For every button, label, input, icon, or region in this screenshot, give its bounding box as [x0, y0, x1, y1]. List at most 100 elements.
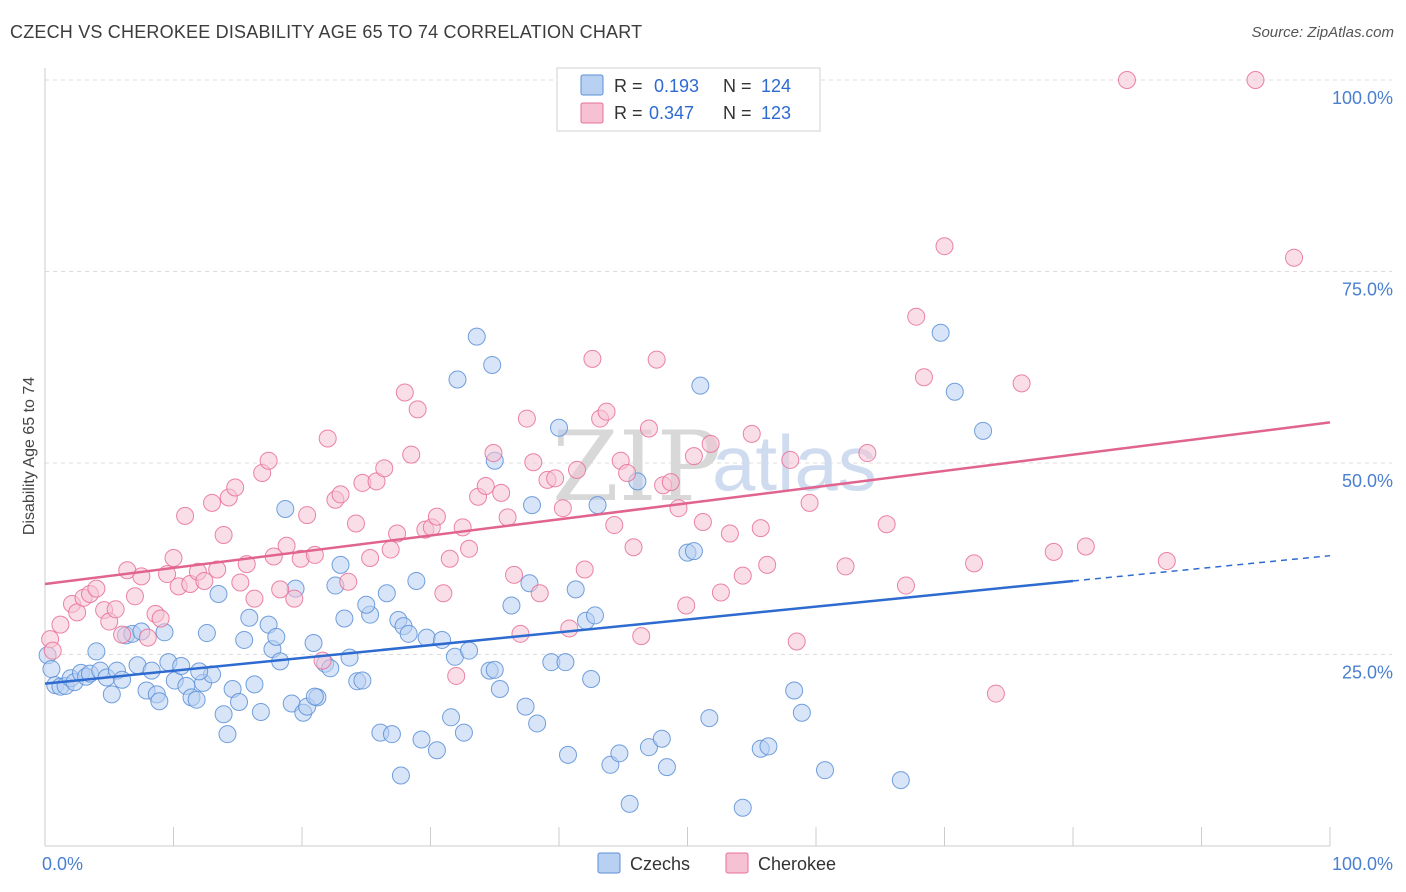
cherokee-point	[647, 350, 666, 369]
correlation-legend: R = 0.193 N = 124 R = 0.347 N = 123	[556, 67, 821, 132]
cherokee-point	[693, 512, 712, 531]
czech-point	[197, 624, 216, 643]
cherokee-point	[447, 666, 466, 685]
czech-point	[556, 653, 575, 672]
czech-point	[639, 738, 658, 757]
cherokee-point	[51, 615, 70, 634]
cherokee-point	[259, 451, 278, 470]
y-axis-title: Disability Age 65 to 74	[21, 377, 38, 535]
czech-point	[87, 642, 106, 661]
legend-r-label-czech: R =	[614, 76, 643, 96]
cherokee-point	[214, 526, 233, 545]
legend-swatch-cherokee	[580, 102, 604, 124]
czech-point	[566, 580, 585, 599]
czech-trend-extension	[1072, 554, 1331, 582]
cherokee-point	[1157, 552, 1176, 571]
czech-point	[240, 608, 259, 627]
series-legend: Czechs Cherokee	[597, 852, 836, 874]
x-tick-max: 100.0%	[1332, 854, 1393, 874]
czech-point	[657, 758, 676, 777]
cherokee-point	[460, 539, 479, 558]
cherokee-point	[203, 493, 222, 512]
cherokee-point	[639, 419, 658, 438]
cherokee-point	[226, 478, 245, 497]
czech-point	[733, 798, 752, 817]
cherokee-point	[208, 560, 227, 579]
cherokee-point	[125, 587, 144, 606]
cherokee-point	[701, 434, 720, 453]
czech-point	[235, 630, 254, 649]
czech-point	[448, 370, 467, 389]
cherokee-point	[553, 499, 572, 518]
czech-point	[412, 730, 431, 749]
czech-point	[427, 741, 446, 760]
cherokee-point	[408, 400, 427, 419]
czech-point	[483, 355, 502, 374]
czech-point	[691, 376, 710, 395]
czech-point	[391, 766, 410, 785]
czech-point	[620, 794, 639, 813]
czech-point	[558, 745, 577, 764]
czech-point	[305, 687, 324, 706]
czech-point	[113, 670, 132, 689]
cherokee-point	[758, 555, 777, 574]
cherokee-point	[624, 538, 643, 557]
cherokee-point	[434, 584, 453, 603]
bottom-swatch-cherokee	[725, 852, 749, 874]
czech-point	[209, 584, 228, 603]
cherokee-point	[711, 583, 730, 602]
trend-lines	[44, 421, 1331, 685]
czech-point	[335, 609, 354, 628]
cherokee-points	[41, 71, 1304, 703]
y-tick-label: 25.0%	[1342, 663, 1393, 683]
czech-point	[304, 634, 323, 653]
y-tick-label: 100.0%	[1332, 88, 1393, 108]
czech-point	[142, 661, 161, 680]
cherokee-point	[106, 600, 125, 619]
czech-point	[417, 628, 436, 647]
legend-n-label-cherokee: N =	[723, 103, 752, 123]
czech-point	[652, 729, 671, 748]
czech-point	[187, 690, 206, 709]
czech-point	[245, 675, 264, 694]
czech-point	[377, 584, 396, 603]
czech-point	[382, 725, 401, 744]
cherokee-point	[195, 571, 214, 590]
cherokee-point	[1285, 248, 1304, 267]
bottom-label-czechs: Czechs	[630, 854, 690, 874]
cherokee-point	[1246, 71, 1265, 89]
cherokee-point	[965, 554, 984, 573]
cherokee-point	[492, 483, 511, 502]
czech-point	[331, 555, 350, 574]
czech-point	[485, 660, 504, 679]
cherokee-point	[733, 566, 752, 585]
cherokee-point	[605, 516, 624, 535]
czech-point	[42, 660, 61, 679]
cherokee-point	[877, 515, 896, 534]
czech-point	[433, 630, 452, 649]
czech-trend-line	[44, 579, 1074, 685]
czech-point	[172, 656, 191, 675]
legend-n-value-cherokee: 123	[761, 103, 791, 123]
cherokee-point	[505, 565, 524, 584]
cherokee-point	[684, 447, 703, 466]
cherokee-point	[361, 548, 380, 567]
cherokee-point	[751, 519, 770, 538]
cherokee-point	[742, 424, 761, 443]
cherokee-point	[43, 641, 62, 660]
cherokee-point	[113, 625, 132, 644]
cherokee-point	[858, 444, 877, 463]
cherokee-point	[245, 589, 264, 608]
czech-point	[523, 496, 542, 515]
cherokee-point	[546, 469, 565, 488]
czech-point	[945, 382, 964, 401]
czech-point	[792, 703, 811, 722]
cherokee-point	[511, 624, 530, 643]
bottom-swatch-czechs	[597, 852, 621, 874]
czech-point	[974, 421, 993, 440]
czech-point	[267, 627, 286, 646]
x-tick-min: 0.0%	[42, 854, 83, 874]
cherokee-point	[476, 476, 495, 495]
chart-title: CZECH VS CHEROKEE DISABILITY AGE 65 TO 7…	[10, 22, 643, 42]
